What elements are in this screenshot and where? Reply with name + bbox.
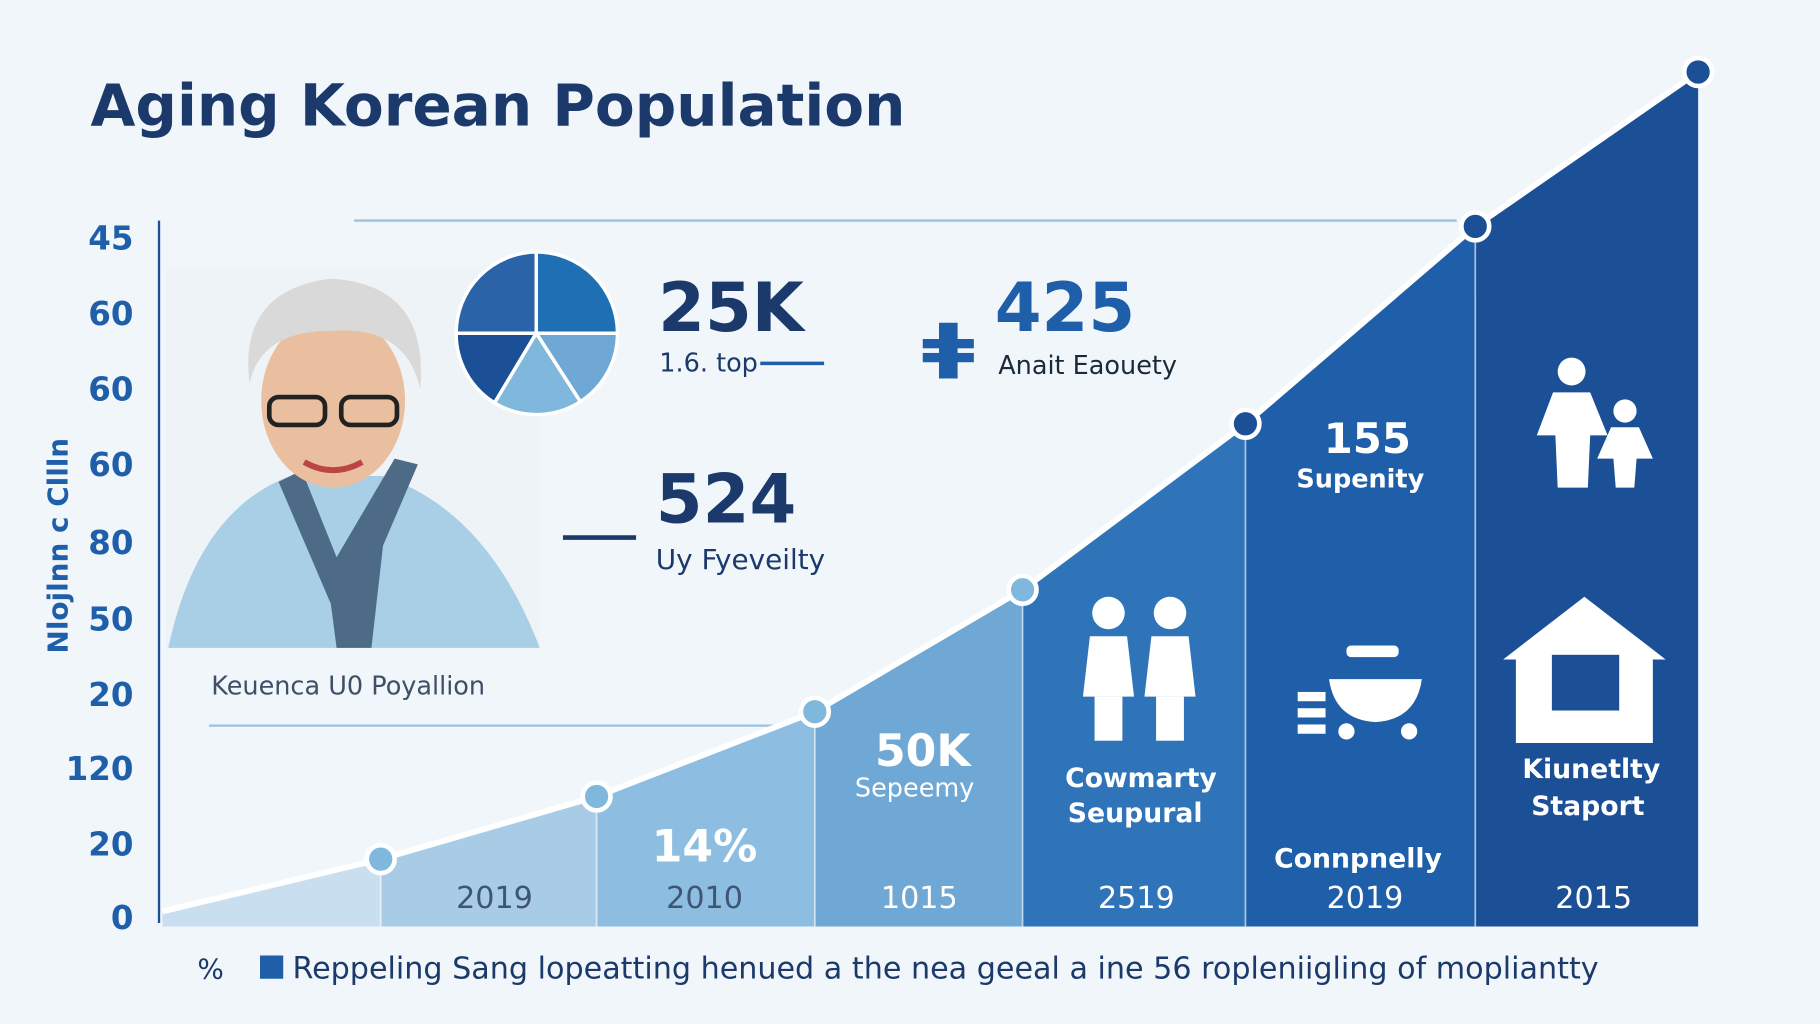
y-label: 120	[66, 750, 134, 788]
photo-caption: Keuenca U0 Poyallion	[211, 671, 485, 701]
icon-cart	[1329, 679, 1422, 723]
year-label: 2019	[1327, 881, 1404, 916]
icon-wheel	[1338, 723, 1355, 740]
area-column	[1245, 226, 1476, 927]
y-label: 60	[88, 371, 133, 409]
title: Aging Korean Population	[91, 71, 906, 139]
pie-icon	[454, 250, 620, 417]
year-label: 2015	[1555, 881, 1632, 916]
column-text: 14%	[652, 821, 758, 872]
footer-symbol: %	[197, 953, 223, 986]
plus-icon	[922, 322, 974, 379]
icon-window	[1551, 654, 1620, 711]
icon-head	[1613, 399, 1637, 423]
footer-text: Reppeling Sang lopeatting henued a the n…	[292, 952, 1598, 987]
trend-point	[1006, 573, 1039, 607]
icons	[1082, 357, 1666, 744]
icon-body	[1144, 636, 1196, 697]
y-axis-title: Nlojlnn c Cllln	[41, 438, 74, 654]
trend-point	[1229, 407, 1262, 441]
icon-wheel	[1400, 723, 1418, 740]
icon-legs	[1156, 696, 1184, 741]
icon-head	[1092, 596, 1125, 630]
y-label: 50	[88, 600, 133, 638]
trend-point	[580, 780, 613, 813]
stat-value: 425	[995, 269, 1135, 347]
column-text: Staport	[1531, 791, 1645, 822]
column-text: Connpnelly	[1274, 843, 1442, 874]
icon-cart-top	[1346, 645, 1399, 658]
year-label: 2019	[456, 881, 533, 916]
icon-head	[1557, 357, 1586, 386]
trend-point	[1459, 210, 1492, 243]
y-label: 45	[88, 220, 133, 258]
column-text: Cowmarty	[1065, 763, 1217, 794]
stat-label: Uy Fyeveilty	[656, 543, 825, 576]
column-text: Kiunetlty	[1522, 754, 1660, 785]
y-label: 60	[88, 295, 133, 333]
area-column	[380, 796, 597, 927]
icon-stack	[1297, 708, 1326, 718]
y-label: 20	[88, 826, 133, 864]
area-column	[596, 711, 815, 927]
trend-point	[364, 842, 397, 876]
icon-body	[1082, 636, 1135, 697]
stat-label: Anait Eaouety	[998, 351, 1177, 381]
y-label: 60	[88, 446, 133, 484]
icon-body	[1536, 392, 1608, 488]
trend-point	[1681, 55, 1715, 89]
trend-point	[798, 695, 832, 728]
column-text: Supenity	[1296, 465, 1424, 495]
icon-stack	[1297, 724, 1326, 734]
year-label: 2010	[666, 881, 743, 916]
year-label: 2519	[1098, 881, 1175, 916]
column-text: Sepeemy	[855, 773, 974, 803]
area-column	[162, 859, 381, 927]
icon-legs	[1094, 696, 1123, 741]
column-text: Seupural	[1068, 798, 1203, 829]
area-column	[814, 589, 1023, 927]
icon-body	[1597, 427, 1653, 488]
year-label: 1015	[881, 881, 958, 916]
column-text: 50K	[875, 726, 972, 777]
y-label: 20	[88, 676, 133, 714]
stat-label: 1.6. top	[659, 349, 758, 379]
trend-line	[161, 69, 1700, 915]
legend-swatch	[260, 955, 284, 979]
stat-value: 524	[656, 460, 796, 538]
y-label: 0	[111, 899, 134, 937]
y-label: 80	[88, 524, 133, 562]
column-text: 155	[1324, 414, 1411, 463]
stat-value: 25K	[658, 269, 807, 347]
icon-head	[1153, 596, 1187, 630]
icon-stack	[1297, 691, 1326, 702]
